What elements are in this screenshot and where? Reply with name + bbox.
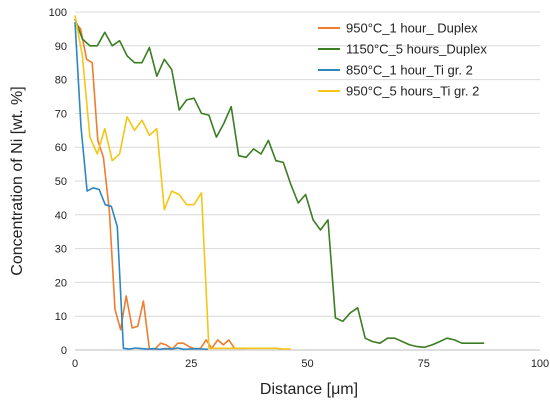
- y-tick-label: 60: [55, 142, 67, 154]
- legend-label-4: 950°C_5 hours_Ti gr. 2: [346, 84, 479, 99]
- x-axis-title: Distance [μm]: [260, 381, 358, 398]
- x-tick-label: 25: [185, 358, 197, 370]
- series-line-3: [74, 22, 209, 351]
- tick-labels: 0 10 20 30 40 50 60 70 80 90 100 0 25 50 75 100: [49, 7, 550, 370]
- y-tick-label: 0: [61, 345, 67, 357]
- legend-label-2: 1150°C_5 hours_Duplex: [346, 42, 487, 57]
- y-tick-label: 80: [55, 75, 67, 87]
- legend-label-3: 850°C_1 hour_Ti gr. 2: [346, 63, 473, 78]
- series-line-1: [74, 21, 247, 350]
- series-lines: [74, 15, 485, 351]
- y-tick-label: 50: [55, 176, 67, 188]
- gridlines: [75, 11, 540, 317]
- series-line-4: [74, 15, 291, 350]
- y-tick-label: 70: [55, 108, 67, 120]
- y-tick-label: 100: [49, 7, 67, 19]
- x-tick-label: 50: [301, 358, 313, 370]
- y-tick-label: 10: [55, 311, 67, 323]
- y-tick-label: 30: [55, 244, 67, 256]
- y-tick-label: 20: [55, 277, 67, 289]
- series-line-2: [74, 18, 485, 349]
- x-tick-label: 0: [72, 358, 78, 370]
- y-axis-title: Concentration of Ni [wt. %]: [9, 86, 26, 275]
- legend: 950°C_1 hour_ Duplex 1150°C_5 hours_Duple…: [318, 21, 487, 99]
- legend-label-1: 950°C_1 hour_ Duplex: [346, 21, 478, 36]
- x-tick-label: 100: [531, 358, 549, 370]
- y-tick-label: 40: [55, 210, 67, 222]
- x-tick-label: 75: [418, 358, 430, 370]
- y-tick-label: 90: [55, 41, 67, 53]
